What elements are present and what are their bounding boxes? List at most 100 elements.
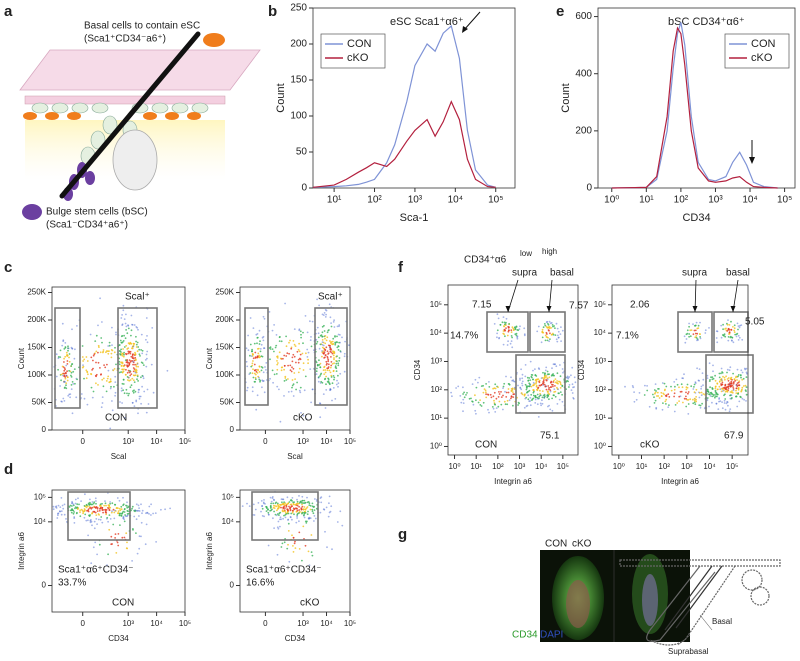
event-dot	[68, 393, 71, 396]
stain-label: CD34	[512, 630, 538, 641]
event-dot	[744, 389, 747, 391]
event-dot	[543, 375, 546, 378]
event-dot	[719, 388, 722, 391]
event-dot	[335, 362, 338, 365]
event-dot	[478, 376, 481, 379]
event-dot	[135, 532, 137, 534]
y-axis-label: CD34	[577, 359, 586, 380]
event-dot	[75, 512, 78, 515]
event-dot	[256, 356, 259, 359]
event-dot	[573, 386, 575, 388]
event-dot	[331, 352, 334, 355]
event-dot	[551, 324, 554, 326]
event-dot	[154, 512, 157, 514]
event-dot	[83, 516, 86, 519]
event-dot	[83, 508, 86, 510]
event-dot	[135, 518, 138, 521]
event-dot	[109, 502, 111, 505]
event-dot	[263, 499, 265, 501]
event-dot	[93, 527, 96, 530]
event-dot	[138, 535, 141, 538]
event-dot	[292, 551, 295, 553]
event-dot	[321, 325, 324, 328]
event-dot	[140, 521, 143, 524]
event-dot	[679, 390, 682, 393]
arrow-head	[546, 306, 552, 312]
event-dot	[731, 391, 734, 394]
event-dot	[544, 395, 546, 398]
event-dot	[104, 502, 107, 505]
event-dot	[60, 400, 63, 403]
event-dot	[455, 387, 457, 389]
x-tick-label: 10⁵	[344, 619, 356, 628]
event-dot	[87, 519, 89, 522]
event-dot	[65, 382, 68, 385]
x-tick-label: 10⁵	[488, 195, 503, 206]
x-tick-label: 10⁴	[320, 437, 333, 446]
event-dot	[540, 341, 543, 344]
event-dot	[267, 511, 270, 514]
event-dot	[109, 518, 112, 520]
event-dot	[505, 327, 507, 329]
event-dot	[536, 396, 539, 399]
event-dot	[743, 367, 746, 370]
event-dot	[280, 366, 283, 369]
event-dot	[729, 408, 732, 410]
event-dot	[323, 324, 325, 327]
event-dot	[132, 370, 135, 373]
event-dot	[735, 384, 738, 387]
event-dot	[138, 388, 141, 391]
event-dot	[328, 382, 331, 385]
event-dot	[529, 400, 532, 402]
event-dot	[329, 348, 332, 351]
event-dot	[126, 332, 129, 335]
event-dot	[289, 516, 292, 518]
event-dot	[289, 507, 291, 510]
event-dot	[133, 359, 136, 362]
event-dot	[544, 324, 547, 327]
event-dot	[488, 386, 491, 388]
event-dot	[487, 408, 489, 411]
event-dot	[277, 362, 279, 364]
event-dot	[62, 507, 65, 510]
event-dot	[263, 347, 265, 350]
event-dot	[310, 345, 313, 348]
event-dot	[64, 377, 67, 380]
event-dot	[723, 333, 726, 336]
event-dot	[646, 389, 649, 392]
event-dot	[725, 386, 727, 389]
y-tick-label: 600	[575, 11, 592, 22]
event-dot	[548, 398, 550, 401]
event-dot	[682, 401, 684, 404]
event-dot	[303, 512, 306, 514]
event-dot	[96, 510, 99, 512]
event-dot	[718, 397, 721, 399]
event-dot	[329, 388, 332, 391]
event-dot	[544, 334, 547, 337]
event-dot	[289, 516, 292, 519]
chart: 10⁰ 10¹ 10² 10³ 10⁴ 10⁵0200400600CD34CountbSC…	[560, 7, 796, 224]
event-dot	[727, 404, 729, 407]
event-dot	[553, 363, 556, 366]
event-dot	[252, 327, 255, 329]
event-dot	[127, 327, 130, 330]
event-dot	[299, 358, 302, 361]
event-dot	[685, 388, 688, 391]
event-dot	[286, 547, 289, 550]
event-dot	[320, 334, 323, 336]
event-dot	[142, 375, 145, 378]
event-dot	[283, 354, 286, 357]
event-dot	[128, 363, 131, 366]
event-dot	[724, 335, 727, 338]
event-dot	[688, 325, 690, 328]
event-dot	[658, 397, 661, 399]
event-dot	[60, 513, 63, 516]
event-dot	[298, 350, 301, 353]
event-dot	[334, 336, 336, 338]
event-dot	[572, 397, 575, 399]
event-dot	[306, 496, 308, 499]
event-dot	[119, 524, 121, 526]
event-dot	[125, 368, 127, 371]
event-dot	[465, 394, 467, 396]
event-dot	[86, 403, 89, 406]
